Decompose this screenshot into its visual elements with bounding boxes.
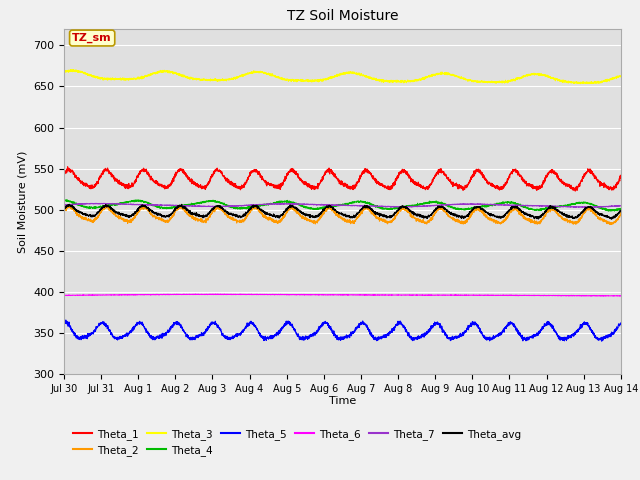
Line: Theta_7: Theta_7: [64, 204, 621, 207]
Theta_4: [605, 208, 612, 214]
Theta_1: [617, 173, 625, 179]
Y-axis label: Soil Moisture (mV): Soil Moisture (mV): [17, 150, 28, 253]
Theta_6: [418, 292, 426, 298]
Theta_1: [308, 183, 316, 189]
Theta_6: [303, 292, 311, 298]
Line: Theta_5: Theta_5: [64, 320, 621, 341]
Theta_4: [418, 201, 426, 207]
Title: TZ Soil Moisture: TZ Soil Moisture: [287, 10, 398, 24]
Theta_4: [60, 197, 68, 203]
Theta_6: [131, 292, 139, 298]
Theta_2: [352, 218, 360, 224]
Line: Theta_1: Theta_1: [64, 167, 621, 191]
Theta_7: [303, 202, 311, 207]
Line: Theta_3: Theta_3: [64, 70, 621, 84]
Theta_3: [70, 67, 77, 72]
Theta_5: [418, 333, 426, 339]
Theta_2: [60, 208, 68, 214]
Theta_5: [131, 324, 139, 330]
Theta_3: [131, 76, 139, 82]
Theta_avg: [303, 212, 311, 217]
Theta_3: [442, 71, 450, 76]
Theta_1: [352, 183, 360, 189]
Theta_4: [135, 197, 143, 203]
Theta_3: [617, 73, 625, 79]
Theta_3: [60, 70, 68, 75]
Theta_3: [577, 81, 584, 86]
Theta_avg: [352, 214, 360, 220]
Theta_2: [303, 216, 311, 222]
Line: Theta_6: Theta_6: [64, 294, 621, 296]
Theta_5: [598, 338, 605, 344]
Theta_7: [418, 204, 426, 209]
Theta_5: [352, 327, 360, 333]
Theta_2: [66, 203, 74, 208]
Theta_7: [617, 203, 625, 209]
Line: Theta_4: Theta_4: [64, 200, 621, 211]
Line: Theta_avg: Theta_avg: [64, 204, 621, 219]
Theta_6: [308, 292, 316, 298]
Theta_5: [303, 334, 311, 340]
Theta_5: [60, 320, 68, 325]
X-axis label: Time: Time: [329, 396, 356, 406]
Theta_1: [64, 164, 72, 169]
Theta_6: [352, 292, 360, 298]
Theta_5: [308, 332, 316, 337]
Theta_2: [442, 210, 450, 216]
Theta_2: [131, 215, 139, 221]
Theta_4: [308, 206, 316, 212]
Theta_7: [581, 204, 589, 210]
Theta_7: [442, 202, 450, 208]
Theta_1: [418, 184, 426, 190]
Theta_4: [352, 199, 360, 205]
Theta_3: [308, 77, 316, 83]
Theta_5: [617, 320, 625, 326]
Theta_6: [60, 293, 68, 299]
Theta_2: [308, 218, 316, 224]
Theta_1: [60, 172, 68, 178]
Theta_3: [352, 71, 360, 76]
Theta_6: [605, 293, 612, 299]
Theta_5: [442, 332, 450, 337]
Theta_4: [617, 205, 625, 211]
Theta_avg: [178, 202, 186, 207]
Theta_2: [418, 218, 426, 224]
Theta_1: [442, 173, 450, 179]
Theta_2: [607, 222, 615, 228]
Theta_4: [442, 202, 450, 207]
Theta_7: [60, 202, 68, 208]
Theta_7: [308, 202, 316, 207]
Theta_1: [303, 180, 311, 186]
Theta_6: [211, 291, 219, 297]
Theta_avg: [442, 206, 450, 212]
Theta_1: [572, 188, 579, 194]
Theta_3: [303, 78, 311, 84]
Theta_avg: [131, 209, 139, 215]
Theta_1: [131, 180, 139, 186]
Theta_7: [101, 201, 109, 206]
Theta_avg: [418, 215, 426, 220]
Theta_3: [418, 76, 426, 82]
Theta_6: [442, 292, 450, 298]
Theta_7: [352, 203, 360, 208]
Text: TZ_sm: TZ_sm: [72, 33, 112, 43]
Theta_avg: [308, 214, 316, 219]
Theta_avg: [617, 207, 625, 213]
Theta_2: [617, 210, 625, 216]
Theta_6: [617, 293, 625, 299]
Theta_7: [131, 202, 139, 207]
Theta_avg: [607, 216, 615, 222]
Theta_avg: [60, 206, 68, 212]
Theta_4: [303, 205, 311, 211]
Line: Theta_2: Theta_2: [64, 205, 621, 225]
Theta_5: [62, 317, 70, 323]
Legend: Theta_1, Theta_2, Theta_3, Theta_4, Theta_5, Theta_6, Theta_7, Theta_avg: Theta_1, Theta_2, Theta_3, Theta_4, Thet…: [69, 424, 525, 460]
Theta_4: [131, 197, 139, 203]
